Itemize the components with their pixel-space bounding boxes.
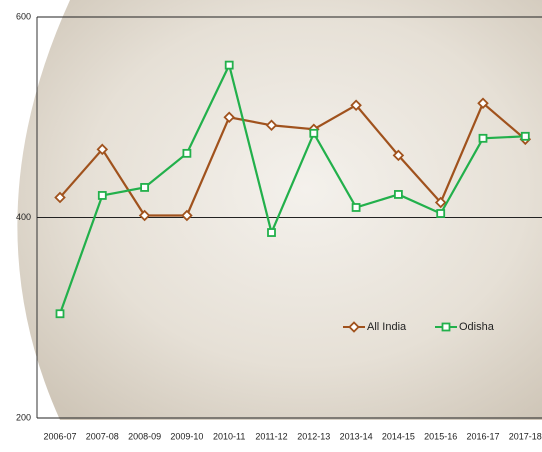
point	[353, 204, 360, 211]
x-tick-label: 2015-16	[424, 431, 457, 441]
point	[480, 135, 487, 142]
x-tick-label: 2017-18	[509, 431, 542, 441]
point	[268, 229, 275, 236]
x-tick-label: 2008-09	[128, 431, 161, 441]
point	[99, 192, 106, 199]
x-tick-label: 2007-08	[86, 431, 119, 441]
point	[183, 150, 190, 157]
point	[141, 184, 148, 191]
chart: 200 400 600 2006-07 2007-08 2008-09 2009-10 201…	[0, 0, 542, 447]
x-tick-label: 2013-14	[340, 431, 373, 441]
point	[226, 62, 233, 69]
x-tick-label: 2010-11	[213, 431, 245, 441]
point	[522, 133, 529, 140]
x-tick-label: 2009-10	[170, 431, 203, 441]
y-tick-label: 600	[16, 11, 31, 21]
x-tick-label: 2014-15	[382, 431, 415, 441]
legend-label: Odisha	[459, 321, 495, 333]
point	[437, 210, 444, 217]
point	[57, 310, 64, 317]
y-tick-label: 200	[16, 412, 31, 422]
legend-label: All India	[367, 321, 407, 333]
point	[395, 191, 402, 198]
point	[443, 324, 450, 331]
x-tick-label: 2016-17	[466, 431, 499, 441]
x-tick-label: 2012-13	[297, 431, 330, 441]
y-tick-label: 400	[16, 212, 31, 222]
x-tick-label: 2006-07	[43, 431, 76, 441]
x-tick-label: 2011-12	[255, 431, 287, 441]
point	[310, 130, 317, 137]
